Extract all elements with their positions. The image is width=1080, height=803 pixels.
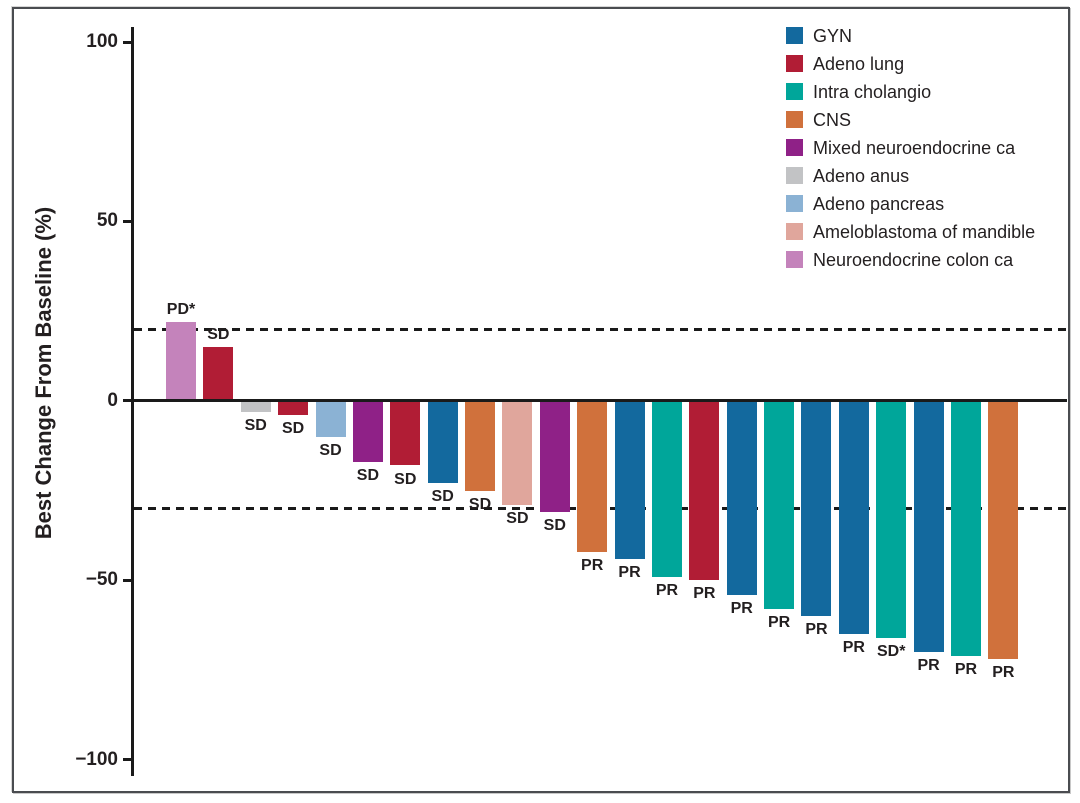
- legend-swatch: [786, 83, 803, 100]
- legend-item: Adeno anus: [786, 165, 1035, 186]
- bar-response-label: SD: [244, 416, 267, 434]
- legend-item-label: Mixed neuroendocrine ca: [813, 137, 1016, 158]
- bar: [278, 400, 309, 416]
- bar-response-label: PR: [767, 614, 791, 632]
- bar-response-label: PR: [730, 599, 753, 617]
- y-axis-line: [131, 27, 134, 776]
- legend-swatch: [786, 27, 803, 44]
- legend-item: Adeno lung: [786, 53, 1035, 74]
- bar: [988, 400, 1019, 660]
- bar: [876, 400, 907, 638]
- legend-item-label: Intra cholangio: [813, 81, 932, 102]
- bar: [539, 400, 570, 513]
- bar: [801, 400, 832, 617]
- bar-response-label: PR: [618, 563, 641, 581]
- bar-response-label: SD: [543, 517, 566, 535]
- y-axis-tick: [123, 758, 132, 762]
- bar-response-label: SD: [394, 470, 417, 488]
- legend-item-label: GYN: [813, 25, 853, 46]
- legend-item-label: Adeno pancreas: [813, 193, 945, 214]
- bar: [614, 400, 645, 559]
- legend-item-label: Neuroendocrine colon ca: [813, 249, 1014, 270]
- bar-response-label: PR: [842, 639, 865, 657]
- y-axis-tick-label: 100: [86, 31, 118, 52]
- bar-response-label: SD*: [876, 642, 906, 660]
- bar-response-label: SD: [319, 441, 342, 459]
- legend-swatch: [786, 251, 803, 268]
- bar-response-label: SD: [506, 509, 529, 527]
- bar: [166, 321, 196, 401]
- y-axis-tick-label: −100: [75, 748, 118, 770]
- bar: [427, 400, 458, 484]
- bar-response-label: SD: [431, 488, 454, 506]
- y-axis-tick-label: −50: [85, 569, 118, 591]
- bar-response-label: PR: [917, 657, 940, 675]
- legend-swatch: [786, 55, 803, 72]
- legend-swatch: [786, 139, 803, 156]
- bar: [203, 347, 234, 401]
- y-axis-tick-label: 0: [107, 389, 118, 411]
- y-axis-tick: [123, 219, 132, 223]
- legend-swatch: [786, 111, 803, 128]
- bar-response-label: SD: [468, 495, 492, 513]
- y-axis-tick-label: 50: [96, 210, 118, 232]
- bar: [390, 400, 421, 466]
- bar-response-label: SD: [356, 466, 379, 484]
- bar: [913, 400, 944, 653]
- bar-response-label: SD: [282, 420, 305, 438]
- bar: [502, 400, 533, 505]
- legend-item-label: CNS: [813, 109, 852, 130]
- bar: [950, 400, 981, 656]
- bar: [689, 400, 720, 581]
- bar-response-label: PR: [581, 556, 604, 574]
- legend-item-label: Adeno lung: [813, 53, 905, 74]
- legend-item: Mixed neuroendocrine ca: [786, 137, 1035, 158]
- bar-response-label: PR: [655, 581, 679, 599]
- y-axis-tick: [123, 399, 132, 403]
- bar: [726, 400, 757, 595]
- reference-line-upper: [134, 327, 1067, 331]
- y-axis-tick: [123, 578, 132, 582]
- legend-item: Intra cholangio: [786, 81, 1035, 102]
- legend: GYN Adeno lung Intra cholangio CNS Mixed neu…: [786, 25, 1036, 270]
- bar-response-label: PR: [954, 660, 978, 678]
- legend-swatch: [786, 167, 803, 184]
- bar-response-label: PR: [693, 585, 716, 603]
- bar: [240, 400, 271, 412]
- bar: [651, 400, 682, 577]
- legend-item: Ameloblastoma of mandible: [786, 221, 1036, 242]
- bar-response-label: PR: [992, 664, 1015, 682]
- bar: [838, 400, 869, 635]
- legend-item-label: Adeno anus: [813, 165, 910, 186]
- y-axis-title: Best Change From Baseline (%): [31, 206, 56, 540]
- legend-item: Neuroendocrine colon ca: [786, 249, 1035, 270]
- legend-swatch: [786, 223, 803, 240]
- legend-item-label: Ameloblastoma of mandible: [813, 221, 1036, 242]
- bar: [352, 400, 383, 462]
- legend-swatch: [786, 195, 803, 212]
- legend-item: CNS: [786, 109, 1035, 130]
- bar: [764, 400, 795, 610]
- bar: [465, 400, 496, 491]
- bar-response-label: PR: [805, 621, 828, 639]
- legend-item: GYN: [786, 25, 1035, 46]
- y-axis-tick: [123, 40, 132, 44]
- bar-response-label: SD: [207, 326, 230, 344]
- zero-line: [134, 399, 1067, 403]
- bar: [577, 400, 608, 552]
- bar-response-label: PD*: [166, 300, 196, 318]
- legend-item: Adeno pancreas: [786, 193, 1035, 214]
- bar: [315, 400, 346, 437]
